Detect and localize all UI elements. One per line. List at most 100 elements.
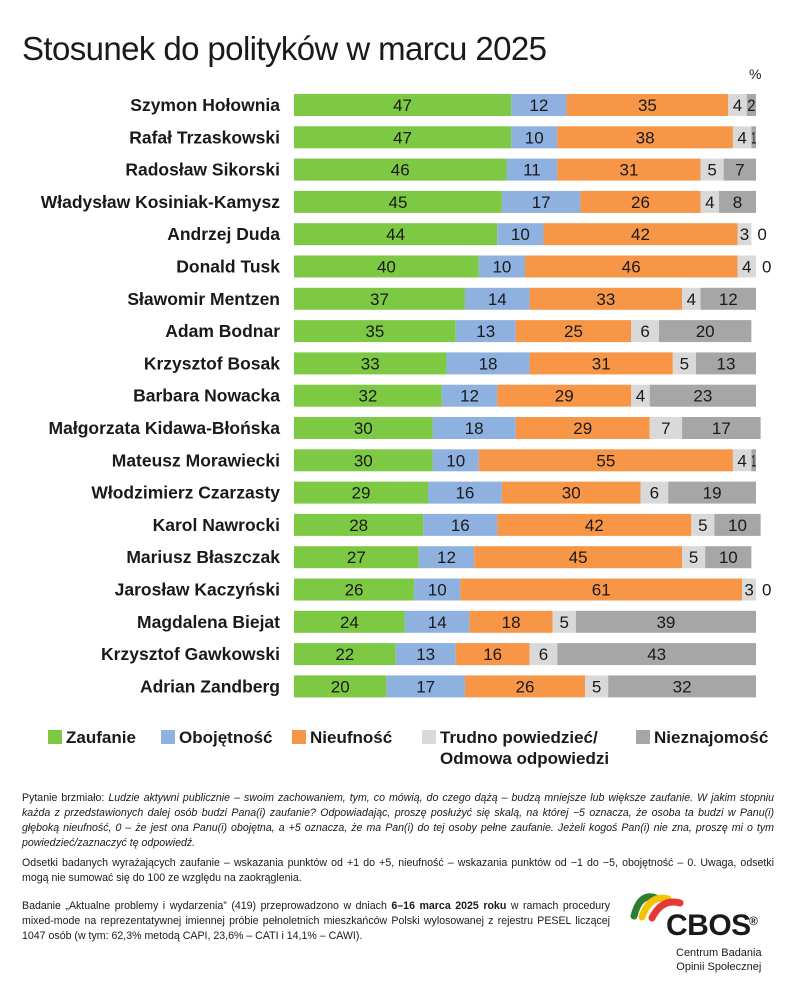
value-label-indifference: 13 [416, 645, 435, 664]
value-label-indifference: 11 [523, 161, 541, 180]
bar-segment-distrust [478, 449, 733, 472]
bar-segment-distrust [566, 94, 729, 116]
bar-segment-trust [294, 255, 479, 278]
value-label-unknown: 13 [717, 354, 736, 373]
bar-segment-distrust [469, 610, 553, 633]
value-label-trust: 22 [335, 645, 354, 664]
value-label-hard-to-say: 3 [740, 225, 749, 244]
value-label-hard-to-say: 6 [539, 645, 548, 664]
value-label-trust: 27 [347, 548, 366, 567]
value-label-unknown: 1 [751, 128, 756, 147]
value-label-hard-to-say: 5 [592, 677, 601, 696]
bar-segment-distrust [580, 190, 701, 213]
value-label-trust: 45 [388, 193, 407, 212]
bar-segment-indifference [478, 255, 525, 278]
legend-swatch-trust [48, 730, 62, 744]
bar-segment-indifference [432, 449, 479, 472]
bar-segment-indifference [511, 94, 567, 116]
bar-segment-unknown [751, 449, 756, 472]
value-label-distrust: 31 [619, 161, 638, 180]
bar-segment-unknown [714, 513, 761, 536]
bar-segment-hard-to-say [682, 287, 701, 310]
bar-segment-distrust [529, 287, 683, 310]
bar-segment-distrust [497, 513, 692, 536]
value-label-indifference: 16 [455, 484, 474, 503]
value-label-unknown: 1 [751, 451, 756, 470]
value-label-hard-to-say: 4 [742, 258, 751, 277]
value-label-trust: 37 [370, 290, 389, 309]
politician-name: Władysław Kosiniak-Kamysz [41, 192, 280, 212]
value-label-indifference: 10 [525, 128, 544, 147]
value-label-hard-to-say: 4 [687, 290, 696, 309]
bar-segment-trust [294, 94, 512, 116]
question-note: Pytanie brzmiało: Ludzie aktywni publicz… [22, 791, 774, 851]
bar-segment-trust [294, 384, 442, 407]
value-label-unknown: 32 [673, 677, 692, 696]
value-label-distrust: 30 [562, 484, 581, 503]
value-label-trust: 35 [365, 322, 384, 341]
value-label-hard-to-say: 6 [640, 322, 649, 341]
bar-segment-indifference [432, 417, 516, 439]
value-label-hard-to-say: 5 [707, 161, 716, 180]
bar-segment-unknown [723, 158, 756, 181]
value-label-distrust: 33 [596, 290, 615, 309]
value-label-hard-to-say: 4 [737, 128, 746, 147]
bar-segment-hard-to-say [631, 384, 650, 407]
value-label-indifference: 12 [529, 96, 548, 115]
politician-name: Radosław Sikorski [125, 160, 280, 180]
politician-name: Magdalena Biejat [137, 612, 280, 632]
value-label-trust: 44 [386, 225, 405, 244]
value-label-trust: 24 [340, 613, 359, 632]
value-label-indifference: 14 [488, 290, 507, 309]
bar-segment-trust [294, 223, 498, 246]
bar-segment-distrust [515, 417, 650, 439]
bar-segment-trust [294, 481, 428, 504]
value-label-indifference: 10 [428, 581, 447, 600]
value-label-indifference: 16 [451, 516, 470, 535]
value-label-trust: 28 [349, 516, 368, 535]
bar-segment-hard-to-say [691, 513, 715, 536]
value-label-indifference: 12 [460, 387, 479, 406]
value-label-hard-to-say: 4 [733, 96, 742, 115]
value-label-distrust: 35 [638, 96, 657, 115]
bar-segment-hard-to-say [737, 255, 756, 278]
bar-segment-unknown [658, 320, 752, 343]
value-label-distrust: 26 [516, 677, 535, 696]
value-label-unknown: 10 [719, 548, 738, 567]
value-label-indifference: 10 [446, 451, 465, 470]
politician-name: Barbara Nowacka [133, 386, 280, 406]
cbos-logo-mark-icon [630, 893, 684, 922]
value-label-unknown: 12 [719, 290, 738, 309]
value-label-unknown: 2 [747, 96, 755, 115]
value-label-unknown: 0 [762, 258, 771, 277]
bar-segment-indifference [395, 643, 456, 666]
bar-segment-distrust [464, 675, 586, 698]
bar-segment-hard-to-say [631, 320, 659, 343]
survey-note: Badanie „Aktualne problemy i wydarzenia”… [22, 899, 610, 944]
politician-name: Włodzimierz Czarzasty [91, 483, 280, 503]
bar-segment-unknown [649, 384, 756, 407]
bar-segment-indifference [386, 675, 465, 698]
value-label-distrust: 61 [592, 581, 611, 600]
page-title: Stosunek do polityków w marcu 2025 [22, 30, 547, 67]
bar-segment-distrust [455, 643, 530, 666]
bar-segment-hard-to-say [529, 643, 558, 666]
bar-segment-distrust [557, 158, 701, 181]
bar-segment-trust [294, 287, 465, 310]
value-label-distrust: 29 [573, 419, 592, 438]
value-label-trust: 32 [358, 387, 377, 406]
legend-label-hard-to-say: Trudno powiedzieć/ Odmowa odpowiedzi [440, 728, 610, 768]
bar-segment-trust [294, 546, 419, 569]
bar-segment-trust [294, 190, 502, 213]
value-label-indifference: 13 [476, 322, 495, 341]
bar-segment-indifference [455, 320, 516, 343]
value-label-distrust: 55 [596, 451, 615, 470]
logo-name: CBOS [666, 909, 751, 942]
bar-segment-unknown [700, 287, 756, 310]
value-label-trust: 26 [345, 581, 364, 600]
cbos-logo: CBOS ® Centrum Badania Opinii Społecznej [630, 886, 780, 981]
politician-name: Szymon Hołownia [130, 95, 280, 115]
value-label-unknown: 7 [735, 161, 744, 180]
survey-text-part1: Badanie „Aktualne problemy i wydarzenia”… [22, 900, 392, 912]
value-label-distrust: 18 [502, 613, 521, 632]
